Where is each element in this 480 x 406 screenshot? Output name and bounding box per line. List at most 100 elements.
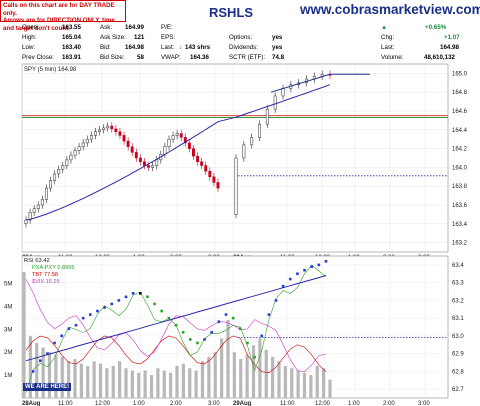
volume-bar bbox=[79, 363, 83, 398]
last-value: 143 shrs bbox=[185, 44, 211, 51]
rsi-point bbox=[53, 341, 56, 345]
x-tick-label: 1:00 bbox=[133, 401, 145, 406]
volume-bar bbox=[35, 343, 39, 398]
candle-body bbox=[93, 131, 97, 136]
price-y-tick-label: 164.4 bbox=[452, 128, 468, 134]
candle-body bbox=[49, 180, 52, 189]
x-tick-label: 29Aug bbox=[233, 401, 252, 406]
volume-bar bbox=[194, 370, 198, 398]
candle-body bbox=[242, 144, 246, 159]
volume-bar bbox=[22, 272, 26, 398]
website-link[interactable]: www.cobrasmarketview.com bbox=[300, 2, 480, 17]
rsi-point bbox=[67, 327, 71, 331]
rsi-point bbox=[174, 323, 178, 327]
price-y-tick-label: 164.2 bbox=[452, 147, 468, 153]
candle-body bbox=[143, 161, 146, 166]
moving-average-line bbox=[25, 84, 331, 221]
candle-body bbox=[114, 128, 118, 132]
indicator-right-tick-label: 62.9 bbox=[452, 352, 464, 358]
volume-bar bbox=[220, 338, 224, 398]
x-tick-label: 28Aug bbox=[22, 401, 41, 406]
rsi-point bbox=[274, 299, 278, 302]
rsi-point bbox=[231, 316, 235, 320]
x-tick-label: 11:00 bbox=[58, 401, 73, 406]
candle-body bbox=[81, 142, 85, 147]
ticker-fragment: RSHLS bbox=[209, 5, 254, 20]
volume-bar bbox=[143, 370, 147, 398]
prevclose-label: Prev Close: bbox=[22, 54, 54, 61]
candle-body bbox=[61, 165, 65, 170]
volume-bar bbox=[226, 320, 230, 398]
rsi-point bbox=[281, 284, 285, 288]
volume-bar bbox=[47, 352, 52, 398]
volume-bar bbox=[73, 359, 77, 398]
volume-bar bbox=[54, 354, 58, 398]
candle-body bbox=[44, 187, 48, 200]
price-y-tick-label: 163.4 bbox=[452, 222, 468, 228]
volume-tick-label: 2M bbox=[4, 350, 12, 356]
candle-body bbox=[69, 154, 73, 161]
volume-bar bbox=[207, 356, 211, 398]
candle-body bbox=[187, 142, 191, 149]
rsi-point bbox=[88, 313, 92, 316]
volume-bar bbox=[162, 370, 166, 398]
indicator-right-tick-label: 63.3 bbox=[452, 281, 464, 287]
volume-bar bbox=[156, 368, 160, 398]
rsi-point bbox=[131, 291, 135, 295]
candle-body bbox=[110, 125, 114, 130]
volume-bar bbox=[283, 365, 287, 398]
volume-bar bbox=[181, 363, 185, 398]
volume-bar bbox=[98, 363, 103, 398]
indicator-right-tick-label: 62.8 bbox=[452, 369, 464, 375]
volume-bar bbox=[149, 375, 154, 398]
options-label: Options: bbox=[229, 34, 253, 41]
volume-bar bbox=[124, 368, 128, 398]
volume-bar bbox=[277, 361, 281, 398]
indicator-right-tick-label: 63.0 bbox=[452, 334, 464, 340]
rsi-point bbox=[74, 323, 78, 327]
volume-bars bbox=[22, 272, 332, 398]
rsi-point bbox=[181, 331, 185, 334]
volume-bar bbox=[67, 361, 71, 398]
volume-label: Volume: bbox=[381, 54, 404, 61]
x-tick-label: 3:00 bbox=[208, 401, 220, 406]
bid-label: Bid: bbox=[100, 44, 111, 51]
volume-bar bbox=[105, 368, 109, 398]
volume-bar bbox=[28, 336, 32, 398]
candle-body bbox=[163, 146, 167, 155]
we-are-here-badge: WE ARE HERE! bbox=[23, 383, 72, 391]
dividends-value: yes bbox=[272, 44, 283, 51]
rsi-point bbox=[303, 268, 306, 272]
rsi-point bbox=[217, 320, 221, 323]
x-tick-label: 12:00 bbox=[95, 401, 111, 406]
candle-body bbox=[40, 199, 44, 206]
candle-body bbox=[265, 108, 269, 125]
vix-legend: $VIX 16.25 bbox=[32, 279, 60, 285]
candle-body bbox=[281, 88, 285, 97]
vwap-value: 164.36 bbox=[190, 54, 209, 61]
rsi-point bbox=[253, 355, 256, 359]
last2-label: Last: bbox=[381, 44, 395, 51]
rsi-moving-average-line bbox=[25, 275, 327, 362]
vwap-label: VWAP: bbox=[161, 54, 181, 61]
pxa-legend: PXA:PXY 0.8995 bbox=[32, 265, 75, 271]
candle-body bbox=[192, 148, 195, 157]
note-line-2: Arrows are for DIRECTION ONLY, time and … bbox=[3, 17, 115, 32]
pe-label: P/E: bbox=[161, 24, 173, 31]
candle-body bbox=[175, 133, 179, 136]
volume-bar bbox=[271, 356, 275, 398]
rsi-point bbox=[288, 277, 292, 281]
bidsize-value: 58 bbox=[137, 54, 144, 61]
volume-tick-label: 1M bbox=[4, 373, 12, 379]
volume-bar bbox=[86, 365, 90, 398]
volume-tick-label: 3M bbox=[4, 327, 12, 333]
volume-bar bbox=[92, 361, 96, 398]
candle-body bbox=[57, 169, 61, 175]
candle-body bbox=[155, 159, 159, 166]
volume-bar bbox=[200, 361, 205, 398]
x-tick-label: 3:00 bbox=[418, 401, 430, 406]
candle-body bbox=[73, 150, 77, 156]
candle-body bbox=[102, 127, 106, 131]
rsi-point bbox=[224, 313, 228, 316]
volume-bar bbox=[258, 338, 262, 398]
